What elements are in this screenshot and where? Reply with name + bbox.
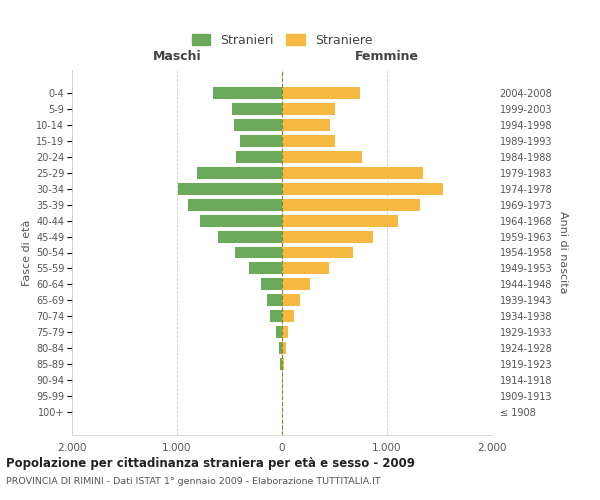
Text: Popolazione per cittadinanza straniera per età e sesso - 2009: Popolazione per cittadinanza straniera p…: [6, 458, 415, 470]
Bar: [197, 166, 282, 178]
Bar: [282, 278, 310, 290]
Bar: [282, 358, 284, 370]
Bar: [271, 310, 282, 322]
Bar: [282, 246, 353, 258]
Bar: [282, 374, 283, 386]
Bar: [232, 102, 282, 115]
Text: Femmine: Femmine: [355, 50, 419, 62]
Bar: [200, 214, 282, 226]
Bar: [280, 358, 282, 370]
Bar: [282, 102, 335, 115]
Bar: [276, 326, 282, 338]
Bar: [236, 150, 282, 162]
Bar: [267, 294, 282, 306]
Bar: [250, 262, 282, 274]
Y-axis label: Anni di nascita: Anni di nascita: [558, 211, 568, 294]
Legend: Stranieri, Straniere: Stranieri, Straniere: [187, 29, 377, 52]
Bar: [282, 294, 301, 306]
Y-axis label: Fasce di età: Fasce di età: [22, 220, 32, 286]
Bar: [282, 262, 329, 274]
Bar: [282, 342, 286, 354]
Bar: [282, 134, 335, 146]
Bar: [282, 198, 419, 210]
Bar: [279, 342, 282, 354]
Bar: [178, 182, 282, 194]
Bar: [213, 86, 282, 99]
Bar: [218, 230, 282, 242]
Bar: [282, 214, 398, 226]
Bar: [282, 326, 288, 338]
Text: Maschi: Maschi: [152, 50, 202, 62]
Bar: [235, 246, 282, 258]
Bar: [187, 198, 282, 210]
Bar: [282, 86, 360, 99]
Bar: [261, 278, 282, 290]
Bar: [282, 150, 362, 162]
Bar: [282, 230, 373, 242]
Bar: [282, 182, 443, 194]
Text: PROVINCIA DI RIMINI - Dati ISTAT 1° gennaio 2009 - Elaborazione TUTTITALIA.IT: PROVINCIA DI RIMINI - Dati ISTAT 1° genn…: [6, 478, 380, 486]
Bar: [240, 134, 282, 146]
Bar: [282, 166, 422, 178]
Bar: [282, 118, 331, 130]
Bar: [282, 310, 293, 322]
Bar: [234, 118, 282, 130]
